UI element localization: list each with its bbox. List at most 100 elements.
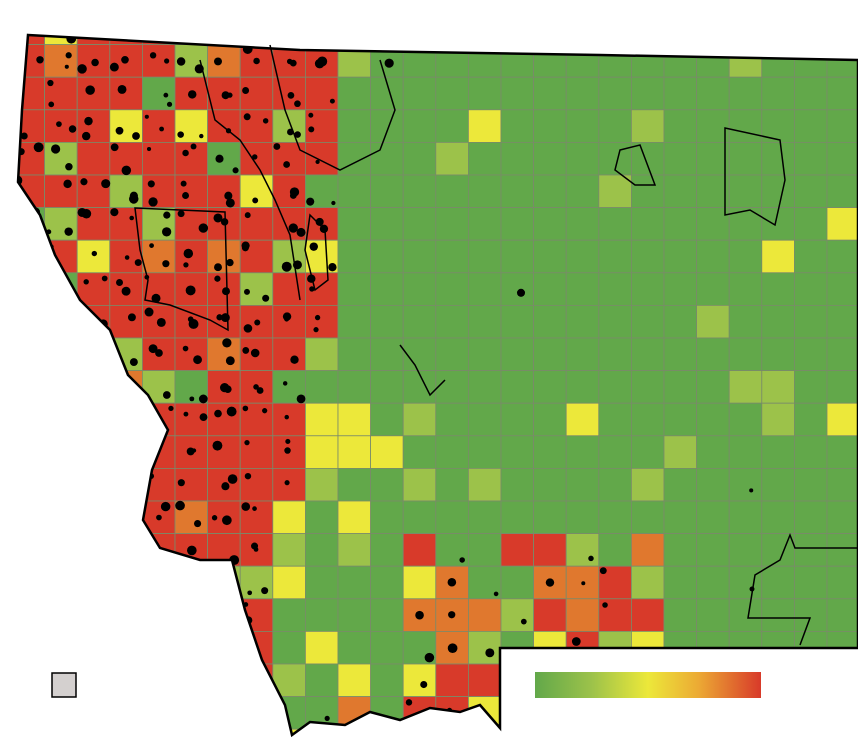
dot: [123, 449, 129, 455]
grid-cell: [44, 728, 78, 735]
grid-cell: [370, 272, 404, 306]
grid-cell: [174, 663, 208, 697]
grid-cell: [174, 728, 208, 735]
dot: [57, 484, 63, 490]
grid-cell: [598, 304, 632, 339]
dot: [64, 64, 69, 69]
grid-cell: [533, 35, 567, 45]
dot: [284, 414, 289, 420]
dot: [156, 318, 166, 327]
grid-cell: [207, 663, 241, 697]
dot: [78, 13, 87, 22]
grid-cell: [631, 272, 665, 306]
grid-cell: [337, 565, 371, 600]
grid-cell: [500, 467, 534, 502]
grid-cell: [304, 370, 339, 404]
dot: [127, 648, 137, 659]
dot: [249, 706, 260, 716]
dot: [273, 143, 281, 150]
grid-cell: [239, 728, 274, 735]
dot: [156, 514, 162, 521]
grid-cell: [631, 141, 665, 176]
grid-cell: [141, 696, 176, 730]
dot: [84, 116, 93, 126]
grid-cell: [304, 728, 339, 735]
dot: [194, 64, 204, 74]
grid-cell: [109, 370, 143, 404]
dot: [149, 243, 154, 248]
grid-cell: [76, 337, 111, 371]
grid-cell: [631, 533, 665, 567]
dot: [571, 637, 581, 646]
grid-cell: [304, 304, 339, 339]
grid-cell: [663, 141, 697, 176]
grid-cell: [565, 402, 600, 437]
legend-swatch: [51, 672, 77, 698]
grid-cell: [728, 174, 763, 208]
boundary: [199, 59, 301, 301]
grid-cell: [826, 174, 858, 208]
grid-cell: [826, 728, 858, 735]
dot: [520, 618, 527, 625]
grid-cell: [598, 272, 632, 306]
grid-cell: [565, 435, 600, 469]
grid-cell: [467, 500, 502, 534]
grid-cell: [337, 76, 371, 111]
dot: [65, 162, 73, 171]
dot: [241, 244, 249, 252]
grid-cell: [467, 631, 502, 665]
grid-cell: [402, 728, 437, 735]
grid-cell: [435, 35, 469, 45]
grid-cell: [109, 631, 143, 665]
grid-cell: [402, 44, 437, 78]
grid-cell: [761, 728, 795, 735]
dot: [175, 500, 185, 511]
dot: [485, 648, 495, 658]
dot: [728, 728, 739, 735]
grid-cell: [826, 304, 858, 339]
grid-cell: [663, 239, 697, 274]
grid-cell: [435, 728, 469, 735]
dot: [292, 260, 302, 270]
dot: [198, 589, 209, 600]
dot: [331, 200, 336, 206]
grid-cell: [794, 663, 828, 697]
grid-cell: [565, 76, 600, 111]
dot: [56, 121, 62, 127]
dot: [254, 733, 259, 735]
grid-cell: [826, 598, 858, 632]
grid-cell: [370, 207, 404, 241]
grid-cell: [826, 565, 858, 600]
dot: [153, 446, 159, 453]
grid-cell: [696, 467, 730, 502]
grid-cell: [76, 141, 111, 176]
grid-cell: [435, 500, 469, 534]
grid-cell: [18, 467, 45, 502]
grid-cell: [696, 728, 730, 735]
grid-cell: [272, 631, 306, 665]
dot: [66, 590, 75, 599]
grid-cell: [631, 696, 665, 730]
dot: [177, 633, 186, 642]
grid-cell: [272, 35, 306, 45]
grid-cell: [76, 435, 111, 469]
grid-cell: [44, 337, 78, 371]
dot: [83, 507, 92, 516]
dot: [53, 613, 61, 620]
grid-cell: [598, 207, 632, 241]
grid-cell: [402, 304, 437, 339]
grid-cell: [533, 370, 567, 404]
grid-cell: [663, 174, 697, 208]
dot: [285, 438, 291, 444]
dot: [12, 12, 19, 19]
grid-cell: [500, 239, 534, 274]
dot: [148, 197, 158, 207]
dot: [309, 286, 315, 292]
grid-cell: [728, 35, 763, 45]
grid-cell: [794, 533, 828, 567]
grid-cell: [728, 337, 763, 371]
grid-cell: [631, 598, 665, 632]
dot: [284, 447, 291, 454]
dot: [151, 20, 161, 30]
dot: [149, 675, 156, 682]
